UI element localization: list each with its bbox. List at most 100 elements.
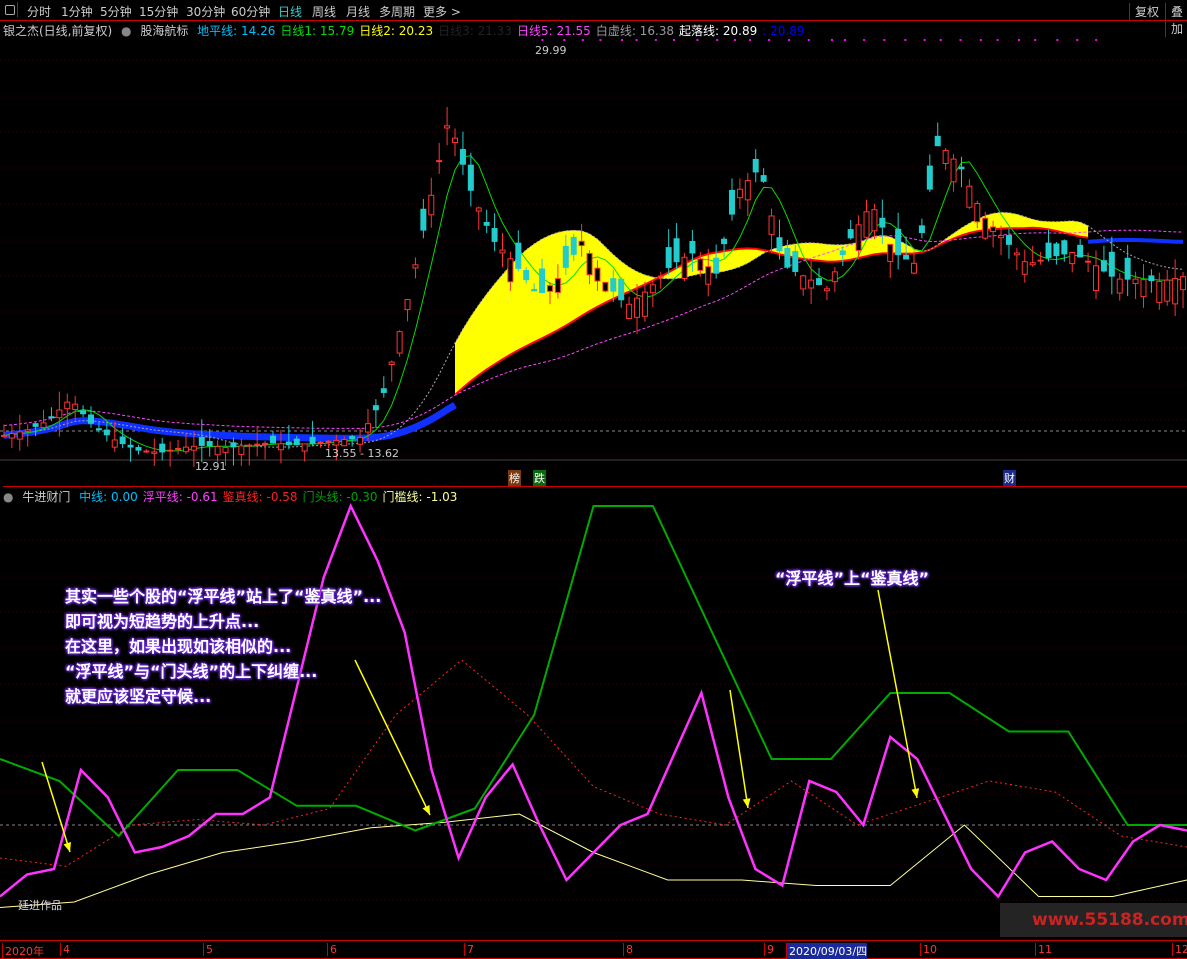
candle-body <box>40 422 47 428</box>
candle-body <box>230 442 237 448</box>
candle-body <box>713 257 720 274</box>
period-tab[interactable]: 15分钟 <box>139 5 179 19</box>
candle-body <box>610 278 617 292</box>
candle-body <box>855 224 862 251</box>
candle-body <box>246 444 253 447</box>
candle-body <box>499 249 506 254</box>
candle-body <box>1148 275 1155 282</box>
candle-body <box>1029 262 1036 266</box>
toolbar-button[interactable]: 复权 <box>1129 3 1159 20</box>
period-tab[interactable]: 日线 <box>278 5 303 19</box>
candle-body <box>689 240 696 254</box>
candle-body <box>1140 279 1147 298</box>
candle-body <box>578 240 585 247</box>
blue-band <box>1087 237 1184 244</box>
candle-body <box>554 278 561 293</box>
candle-body <box>728 189 735 215</box>
candle-body <box>562 245 569 268</box>
axis-label: 9 <box>764 943 774 956</box>
candle-body <box>483 222 490 226</box>
candle-body <box>428 194 435 216</box>
signal-dot <box>716 39 719 41</box>
signal-dot <box>904 39 907 41</box>
candle-body <box>871 209 878 232</box>
candle-body <box>1005 235 1012 245</box>
candle-body <box>88 414 95 424</box>
signal-dot <box>830 39 833 41</box>
signal-dot <box>959 39 962 41</box>
signal-dot <box>979 39 982 41</box>
price-legend: 银之杰(日线,前复权) ● 股海航标 地平线: 14.26 日线1: 15.79 日… <box>3 22 814 39</box>
legend-item: 起落线: 20.89 <box>679 24 758 38</box>
candle-body <box>1156 280 1163 303</box>
candle-body <box>16 431 23 440</box>
signal-dot <box>541 39 544 41</box>
toolbar-button[interactable]: 叠加 <box>1165 3 1187 37</box>
candle-body <box>380 388 387 393</box>
green-ma-line <box>3 155 1184 452</box>
candle-body <box>507 258 514 283</box>
yellow-band <box>455 212 1089 395</box>
signal-dot <box>788 39 791 41</box>
candle-body <box>372 405 379 411</box>
signal-dot <box>1017 39 1020 41</box>
indicator-legend: ● 牛进财门 中线: 0.00 浮平线: -0.61 鉴真线: -0.58 门头线: … <box>3 486 1187 505</box>
indicator-dropdown-icon[interactable]: ● <box>121 24 132 38</box>
period-tab[interactable]: 60分钟 <box>231 5 271 19</box>
period-tab[interactable]: 月线 <box>346 5 371 19</box>
candle-body <box>459 148 466 165</box>
candle-body <box>546 285 553 292</box>
indicator-dropdown-icon[interactable]: ● <box>3 490 14 504</box>
period-tab[interactable]: 更多 > <box>423 5 461 19</box>
candle-body <box>626 303 633 319</box>
candle-body <box>942 149 949 164</box>
blue-band <box>3 401 457 442</box>
period-tab[interactable]: 分时 <box>27 5 52 19</box>
candle-body <box>333 439 340 446</box>
period-tab[interactable]: 5分钟 <box>100 5 132 19</box>
candle-body <box>317 441 324 444</box>
candle-body <box>206 441 213 447</box>
candle-body <box>357 437 364 445</box>
signal-dot <box>1095 39 1098 41</box>
period-tab[interactable]: 30分钟 <box>186 5 226 19</box>
candle-body <box>32 423 39 427</box>
candle-body <box>1132 278 1139 285</box>
signal-dot <box>733 39 736 41</box>
candle-body <box>887 243 894 262</box>
candle-body <box>254 443 261 446</box>
candle-body <box>262 442 269 445</box>
indicator-name[interactable]: 股海航标 <box>140 24 189 38</box>
candle-body <box>1013 252 1020 256</box>
period-tab[interactable]: 1分钟 <box>61 5 93 19</box>
candle-body <box>634 297 641 318</box>
candle-body <box>404 299 411 311</box>
period-tab[interactable]: 周线 <box>312 5 337 19</box>
event-badge[interactable]: 财 <box>1003 470 1016 486</box>
signal-dot <box>1056 39 1059 41</box>
candle-body <box>214 446 221 456</box>
event-badge[interactable]: 榜 <box>508 470 521 486</box>
arrow-head-icon <box>742 798 751 808</box>
indicator-name[interactable]: 牛进财门 <box>22 490 71 504</box>
candle-body <box>768 215 775 235</box>
candle-body <box>143 450 150 453</box>
verify-line <box>0 659 1187 867</box>
candle-body <box>1092 265 1099 292</box>
event-badge[interactable]: 跌 <box>533 470 546 486</box>
period-tab[interactable]: 多周期 <box>379 5 416 19</box>
candle-body <box>665 247 672 268</box>
candle-body <box>8 433 15 439</box>
candle-body <box>388 361 395 365</box>
site-watermark: www.55188.com <box>1000 903 1187 937</box>
note-line: 在这里，如果出现如该相似的... <box>65 637 292 656</box>
axis-label: 12 <box>1172 943 1187 956</box>
candle-body <box>982 217 989 239</box>
arrow-line <box>354 659 431 816</box>
candle-body <box>697 258 704 271</box>
panel-toggle-icon[interactable] <box>2 2 18 17</box>
signal-dot <box>654 39 657 41</box>
candle-body <box>444 125 451 129</box>
legend-item: 白虚线: 16.38 <box>595 24 675 38</box>
